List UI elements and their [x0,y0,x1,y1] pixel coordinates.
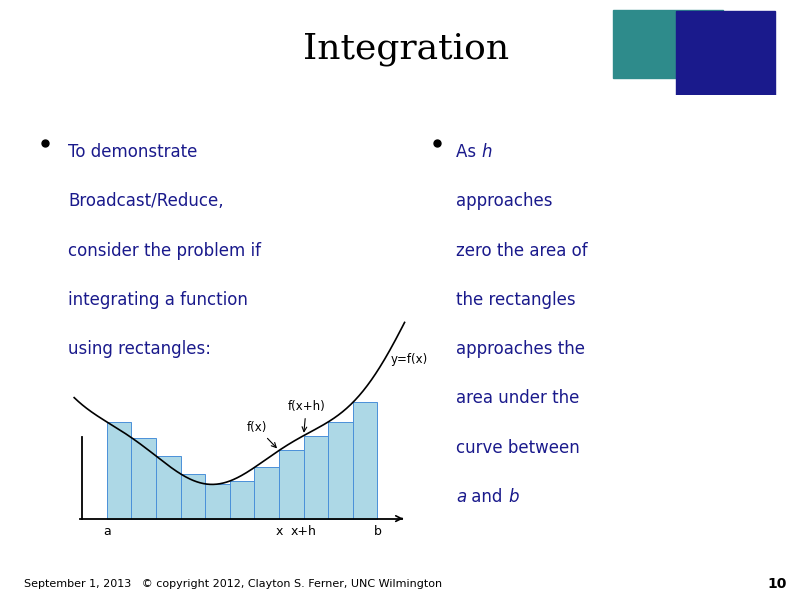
Text: approaches: approaches [457,192,553,210]
Text: zero the area of: zero the area of [457,242,588,259]
Bar [303,436,328,519]
Text: To demonstrate: To demonstrate [68,143,198,161]
Text: curve between: curve between [457,439,580,456]
Bar [613,10,723,78]
Text: h: h [482,143,492,161]
Text: x+h: x+h [291,525,317,538]
Bar [676,11,775,95]
Text: b: b [508,488,518,506]
Bar [353,402,377,519]
Bar [254,468,279,519]
Text: September 1, 2013   © copyright 2012, Clayton S. Ferner, UNC Wilmington: September 1, 2013 © copyright 2012, Clay… [25,579,442,588]
Bar [180,474,205,519]
Bar [106,422,131,519]
Text: area under the: area under the [457,389,580,408]
Bar [229,481,254,519]
Text: x: x [276,525,283,538]
Text: 10: 10 [767,577,786,591]
Text: b: b [373,525,381,538]
Text: a: a [457,488,466,506]
Text: f(x+h): f(x+h) [287,400,325,431]
Bar [156,456,180,519]
Text: f(x): f(x) [246,421,276,447]
Text: approaches the: approaches the [457,340,585,358]
Text: a: a [102,525,110,538]
Text: consider the problem if: consider the problem if [68,242,261,259]
Text: the rectangles: the rectangles [457,291,576,309]
Text: using rectangles:: using rectangles: [68,340,211,358]
Text: Integration: Integration [303,32,509,65]
Text: and: and [466,488,508,506]
Text: Broadcast/Reduce,: Broadcast/Reduce, [68,192,224,210]
Bar [328,422,353,519]
Bar [279,450,303,519]
Bar [131,437,156,519]
Text: As: As [457,143,482,161]
Bar [205,484,229,519]
Text: y=f(x): y=f(x) [391,353,428,366]
Text: integrating a function: integrating a function [68,291,248,309]
